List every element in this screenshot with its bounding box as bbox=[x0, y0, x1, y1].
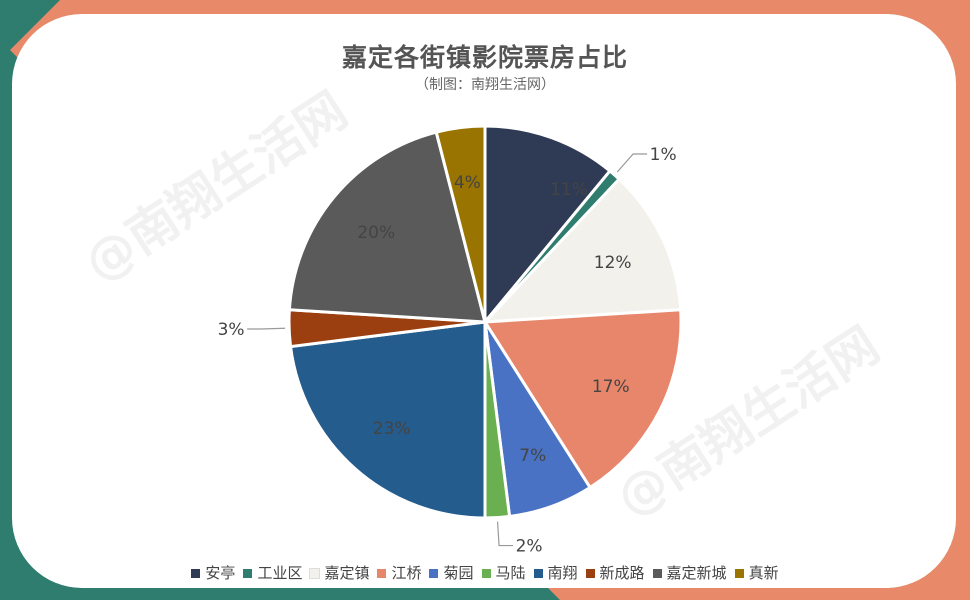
legend-item-真新: 真新 bbox=[734, 562, 779, 583]
leader-line-工业区 bbox=[616, 153, 648, 173]
chart-subtitle: （制图：南翔生活网） bbox=[415, 77, 555, 93]
legend-item-嘉定新城: 嘉定新城 bbox=[652, 562, 727, 583]
data-label-南翔: 23% bbox=[373, 419, 411, 439]
legend-label-江桥: 江桥 bbox=[391, 564, 422, 582]
data-label-菊园: 7% bbox=[519, 446, 546, 466]
legend-item-南翔: 南翔 bbox=[533, 562, 578, 583]
legend-label-工业区: 工业区 bbox=[257, 564, 303, 582]
pie-slice-嘉定新城 bbox=[287, 130, 487, 324]
data-label-工业区: 1% bbox=[650, 145, 677, 165]
data-label-安亭: 11% bbox=[550, 180, 588, 200]
legend-item-安亭: 安亭 bbox=[191, 562, 235, 583]
brand-badge: 南翔生活网 bbox=[800, 542, 928, 571]
legend-item-新成路: 新成路 bbox=[585, 562, 645, 583]
pie-slice-南翔 bbox=[288, 320, 487, 520]
legend-item-菊园: 菊园 bbox=[429, 562, 474, 583]
pie-slice-真新 bbox=[434, 124, 487, 323]
data-label-江桥: 17% bbox=[592, 377, 630, 397]
leader-line-马陆 bbox=[496, 521, 514, 547]
data-label-嘉定镇: 12% bbox=[594, 253, 632, 273]
legend-swatch-新成路 bbox=[585, 569, 595, 578]
legend-label-真新: 真新 bbox=[748, 564, 779, 582]
brand-label: 南翔生活网 bbox=[828, 546, 928, 570]
legend-item-工业区: 工业区 bbox=[243, 562, 302, 583]
legend-swatch-工业区 bbox=[243, 569, 253, 578]
legend-swatch-马陆 bbox=[481, 569, 491, 578]
data-label-嘉定新城: 20% bbox=[357, 223, 395, 243]
pie-slice-嘉定镇 bbox=[481, 177, 683, 324]
legend-swatch-安亭 bbox=[191, 569, 201, 578]
legend-label-嘉定镇: 嘉定镇 bbox=[324, 564, 370, 582]
data-label-马陆: 2% bbox=[516, 537, 543, 557]
legend-swatch-嘉定镇 bbox=[309, 568, 321, 579]
data-label-新成路: 3% bbox=[218, 320, 245, 340]
data-label-真新: 4% bbox=[454, 173, 481, 193]
legend-swatch-嘉定新城 bbox=[652, 569, 662, 578]
legend-label-菊园: 菊园 bbox=[443, 564, 474, 582]
legend-label-新成路: 新成路 bbox=[599, 564, 645, 582]
chart-legend: 安亭 工业区 嘉定镇 江桥 菊园 马陆 南翔 新成路 嘉定新城 真新 bbox=[0, 562, 970, 583]
legend-swatch-江桥 bbox=[377, 569, 387, 578]
legend-swatch-菊园 bbox=[429, 569, 439, 578]
legend-item-马陆: 马陆 bbox=[481, 562, 526, 583]
wechat-icon bbox=[800, 547, 822, 565]
legend-label-马陆: 马陆 bbox=[495, 564, 526, 582]
legend-item-江桥: 江桥 bbox=[377, 562, 421, 583]
legend-label-南翔: 南翔 bbox=[547, 564, 578, 582]
legend-swatch-南翔 bbox=[533, 569, 543, 578]
legend-label-安亭: 安亭 bbox=[205, 564, 236, 582]
leader-line-新成路 bbox=[247, 327, 286, 330]
pie-slice-安亭 bbox=[483, 124, 613, 327]
chart-title: 嘉定各街镇影院票房占比 bbox=[341, 43, 628, 72]
legend-label-嘉定新城: 嘉定新城 bbox=[666, 564, 727, 582]
pie-slice-江桥 bbox=[482, 308, 683, 490]
legend-swatch-真新 bbox=[734, 569, 744, 578]
legend-item-嘉定镇: 嘉定镇 bbox=[309, 562, 370, 583]
